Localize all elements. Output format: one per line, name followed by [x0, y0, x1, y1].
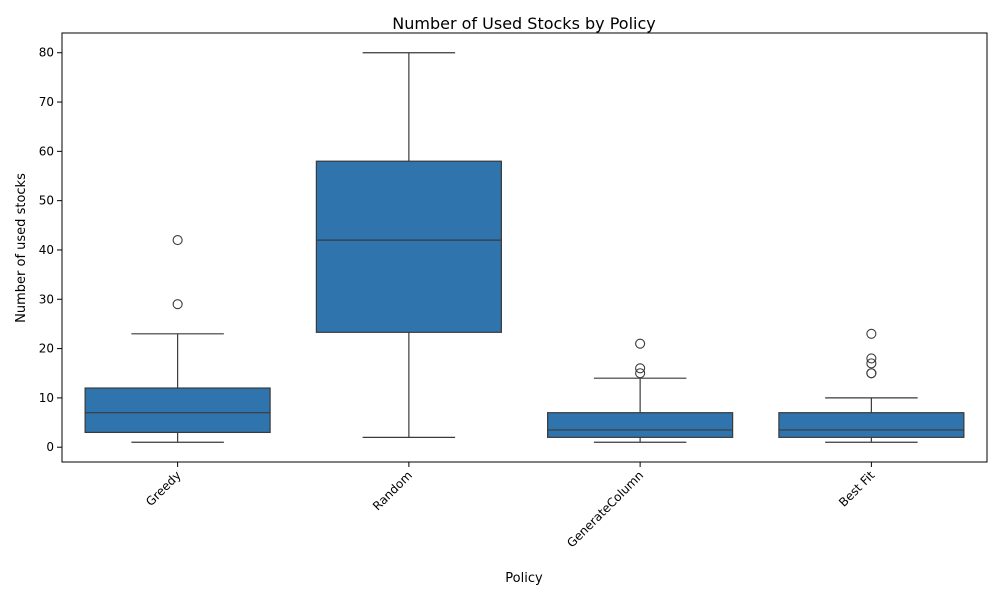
- y-tick-label: 80: [39, 46, 54, 60]
- y-tick-label: 0: [46, 440, 54, 454]
- y-axis-label: Number of used stocks: [14, 173, 29, 323]
- y-tick-label: 50: [39, 194, 54, 208]
- y-tick-label: 40: [39, 243, 54, 257]
- plot-area: [84, 52, 965, 443]
- iqr-box: [778, 412, 965, 438]
- x-tick-label: Best Fit: [836, 468, 878, 510]
- outlier-point: [866, 368, 877, 379]
- outlier-point: [866, 358, 877, 369]
- box-group-1: [315, 52, 502, 438]
- x-axis: Greedy Random GenerateColumn Best Fit: [143, 462, 878, 550]
- iqr-box: [547, 412, 734, 438]
- y-tick-label: 60: [39, 144, 54, 158]
- box-group-0: [84, 235, 271, 443]
- y-tick-label: 70: [39, 95, 54, 109]
- y-tick-label: 20: [39, 342, 54, 356]
- y-tick-label: 10: [39, 391, 54, 405]
- outlier-point: [866, 353, 877, 364]
- outlier-point: [635, 368, 646, 379]
- chart-title: Number of Used Stocks by Policy: [392, 14, 655, 33]
- outlier-point: [172, 299, 183, 310]
- outlier-point: [172, 235, 183, 246]
- y-axis: 0 10 20 30 40 50 60 70 80: [39, 46, 62, 454]
- plot-frame: [61, 32, 988, 463]
- iqr-box: [315, 160, 502, 333]
- outlier-point: [866, 328, 877, 339]
- y-tick-label: 30: [39, 292, 54, 306]
- iqr-box: [84, 387, 271, 434]
- x-tick-label: Greedy: [143, 468, 184, 509]
- x-tick-label: GenerateColumn: [564, 468, 646, 550]
- x-axis-label: Policy: [505, 571, 543, 586]
- box-group-2: [547, 338, 734, 443]
- box-group-3: [778, 328, 965, 443]
- outlier-point: [635, 363, 646, 374]
- outlier-point: [635, 338, 646, 349]
- x-tick-label: Random: [370, 468, 415, 513]
